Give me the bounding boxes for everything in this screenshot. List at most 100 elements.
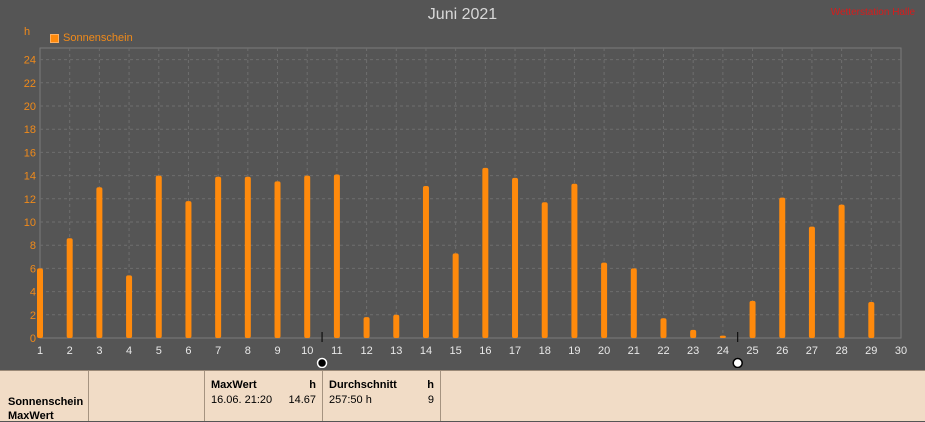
bar xyxy=(779,197,786,338)
x-tick-label: 28 xyxy=(835,345,847,357)
x-tick-label: 11 xyxy=(331,345,342,357)
chart-panel: 0 2 4 6 8 10 12 14 16 18 20 22 24 1 2 3 4 5 6 7 8 9 10 11 12 13 14… xyxy=(23,6,915,368)
bar xyxy=(838,204,845,338)
bar xyxy=(512,177,519,338)
plot-area xyxy=(39,47,902,339)
x-tick-label: 6 xyxy=(185,345,191,357)
bar xyxy=(393,314,400,338)
bar xyxy=(244,176,251,338)
bar xyxy=(808,226,815,338)
x-tick-label: 29 xyxy=(865,345,877,357)
avg-value-row: 257:50 h 9 xyxy=(329,394,434,406)
bar xyxy=(601,262,608,338)
x-tick-label: 1 xyxy=(37,345,43,357)
max-header: MaxWert xyxy=(211,379,257,391)
bar xyxy=(541,202,548,338)
y-axis-unit: h xyxy=(24,26,31,38)
bar xyxy=(749,300,756,338)
avg-header-row: Durchschnitt h xyxy=(329,379,434,391)
avg-total: 257:50 h xyxy=(329,394,372,406)
bar xyxy=(422,186,429,338)
x-tick-label: 8 xyxy=(245,345,251,357)
y-tick-label: 16 xyxy=(24,147,36,159)
max-value-cell: MaxWert h 16.06. 21:20 14.67 xyxy=(205,371,323,421)
bar xyxy=(868,302,875,338)
y-tick-label: 2 xyxy=(30,310,36,322)
x-tick-label: 15 xyxy=(450,345,462,357)
legend-swatch xyxy=(50,33,59,43)
x-tick-label: 2 xyxy=(67,345,73,357)
max-time: 16.06. 21:20 xyxy=(211,394,273,406)
bar xyxy=(126,275,133,338)
y-tick-label: 0 xyxy=(30,333,36,345)
bar xyxy=(363,317,370,338)
x-tick-label: 9 xyxy=(274,345,280,357)
new-moon-icon xyxy=(316,357,328,368)
bar xyxy=(185,201,192,338)
x-tick-label: 24 xyxy=(717,345,729,357)
avg-value: 9 xyxy=(427,394,434,406)
bar xyxy=(690,329,697,338)
bar xyxy=(155,175,162,338)
bar xyxy=(630,268,637,338)
bar xyxy=(37,268,43,338)
x-tick-label: 27 xyxy=(806,345,818,357)
y-tick-label: 10 xyxy=(24,217,36,229)
x-tick-label: 22 xyxy=(657,345,669,357)
bar xyxy=(333,174,340,338)
avg-header: Durchschnitt xyxy=(329,379,397,391)
y-tick-label: 12 xyxy=(24,194,36,206)
row-label-sonnenschein: Sonnenschein xyxy=(8,396,84,408)
y-tick-label: 20 xyxy=(24,101,36,113)
statistics-panel: Sonnenschein MaxWert MaxWert h 16.06. 21… xyxy=(0,370,925,422)
x-tick-label: 26 xyxy=(776,345,788,357)
chart-title: Juni 2021 xyxy=(427,6,498,23)
x-tick-label: 3 xyxy=(96,345,102,357)
bar xyxy=(719,335,726,338)
legend-label: Sonnenschein xyxy=(63,32,133,44)
bar xyxy=(215,176,222,338)
x-tick-label: 13 xyxy=(390,345,402,357)
avg-unit: h xyxy=(427,379,434,391)
x-tick-label: 18 xyxy=(539,345,551,357)
max-header-row: MaxWert h xyxy=(211,379,316,391)
x-tick-label: 23 xyxy=(687,345,699,357)
full-moon-icon xyxy=(732,357,743,368)
x-tick-label: 21 xyxy=(628,345,640,357)
bar xyxy=(571,183,578,338)
max-value: 14.67 xyxy=(288,394,316,406)
y-tick-label: 8 xyxy=(30,240,36,252)
empty-cell-right xyxy=(441,371,925,421)
x-tick-label: 20 xyxy=(598,345,610,357)
y-tick-label: 18 xyxy=(24,124,36,136)
x-tick-label: 5 xyxy=(156,345,162,357)
bar xyxy=(96,187,103,338)
bar xyxy=(304,175,311,338)
x-tick-label: 19 xyxy=(568,345,580,357)
bar xyxy=(274,181,281,338)
bar xyxy=(482,167,489,338)
max-value-row: 16.06. 21:20 14.67 xyxy=(211,394,316,406)
average-cell: Durchschnitt h 257:50 h 9 xyxy=(323,371,441,421)
bar xyxy=(452,253,459,338)
legend: Sonnenschein xyxy=(50,32,133,44)
x-tick-label: 30 xyxy=(895,345,907,357)
empty-cell xyxy=(89,371,205,421)
row-label-maxwert: MaxWert xyxy=(8,410,54,422)
x-tick-label: 17 xyxy=(509,345,521,357)
x-tick-label: 4 xyxy=(126,345,132,357)
max-unit: h xyxy=(309,379,316,391)
bar xyxy=(66,238,73,338)
x-tick-label: 10 xyxy=(301,345,313,357)
x-tick-label: 16 xyxy=(479,345,491,357)
y-tick-label: 22 xyxy=(24,78,36,90)
y-tick-label: 24 xyxy=(24,55,36,67)
station-watermark: Wetterstation Halle xyxy=(830,7,915,18)
x-tick-label: 14 xyxy=(420,345,432,357)
y-tick-label: 6 xyxy=(30,263,36,275)
y-tick-label: 4 xyxy=(30,287,36,299)
x-tick-label: 7 xyxy=(215,345,221,357)
bar xyxy=(660,318,667,338)
x-tick-label: 12 xyxy=(360,345,372,357)
